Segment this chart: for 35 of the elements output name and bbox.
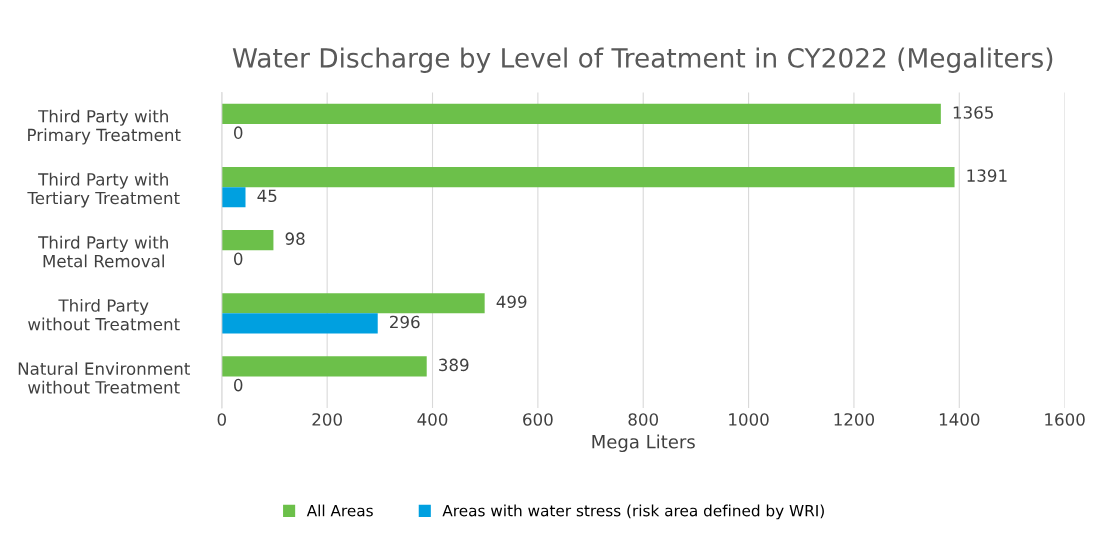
x-tick-label: 1000 [729, 413, 769, 426]
legend-label: All Areas [306, 504, 373, 517]
data-label: 1365 [953, 106, 993, 119]
data-label: 0 [234, 252, 243, 266]
bar [221, 187, 246, 208]
data-label: 296 [390, 315, 420, 329]
x-tick-label: 400 [417, 413, 448, 426]
data-label: 0 [234, 126, 243, 139]
bar [221, 103, 941, 125]
data-label: 1391 [967, 169, 1007, 182]
data-label: 98 [285, 232, 305, 245]
bar [221, 356, 427, 377]
data-label: 0 [234, 378, 243, 392]
y-tick-label: Third Party with Tertiary Treatment [27, 172, 180, 208]
x-tick-label: 1600 [1045, 413, 1085, 426]
legend-label: Areas with water stress (risk area defined by WRI) [442, 504, 824, 520]
bar [221, 166, 955, 188]
x-tick-label: 0 [217, 413, 226, 426]
x-tick-label: 800 [628, 413, 659, 426]
x-axis-title: Mega Liters [592, 434, 695, 453]
y-tick-label: Third Party with Primary Treatment [28, 109, 181, 145]
bar [221, 230, 274, 251]
x-tick-label: 1200 [834, 413, 875, 426]
y-tick-label: Third Party with Metal Removal [38, 235, 168, 268]
chart-title: Water Discharge by Level of Treatment in CY2022 (Megaliters) [232, 47, 1053, 73]
data-label: 499 [496, 295, 527, 309]
y-tick-label: Third Party without Treatment [28, 298, 180, 331]
data-label: 45 [257, 189, 277, 203]
x-tick-label: 200 [312, 413, 342, 426]
x-tick-label: 1400 [939, 413, 980, 426]
data-label: 389 [439, 358, 469, 372]
bar [221, 293, 485, 314]
x-tick-label: 600 [523, 413, 553, 426]
bar [221, 313, 378, 334]
y-tick-label: Natural Environment without Treatment [18, 362, 190, 394]
